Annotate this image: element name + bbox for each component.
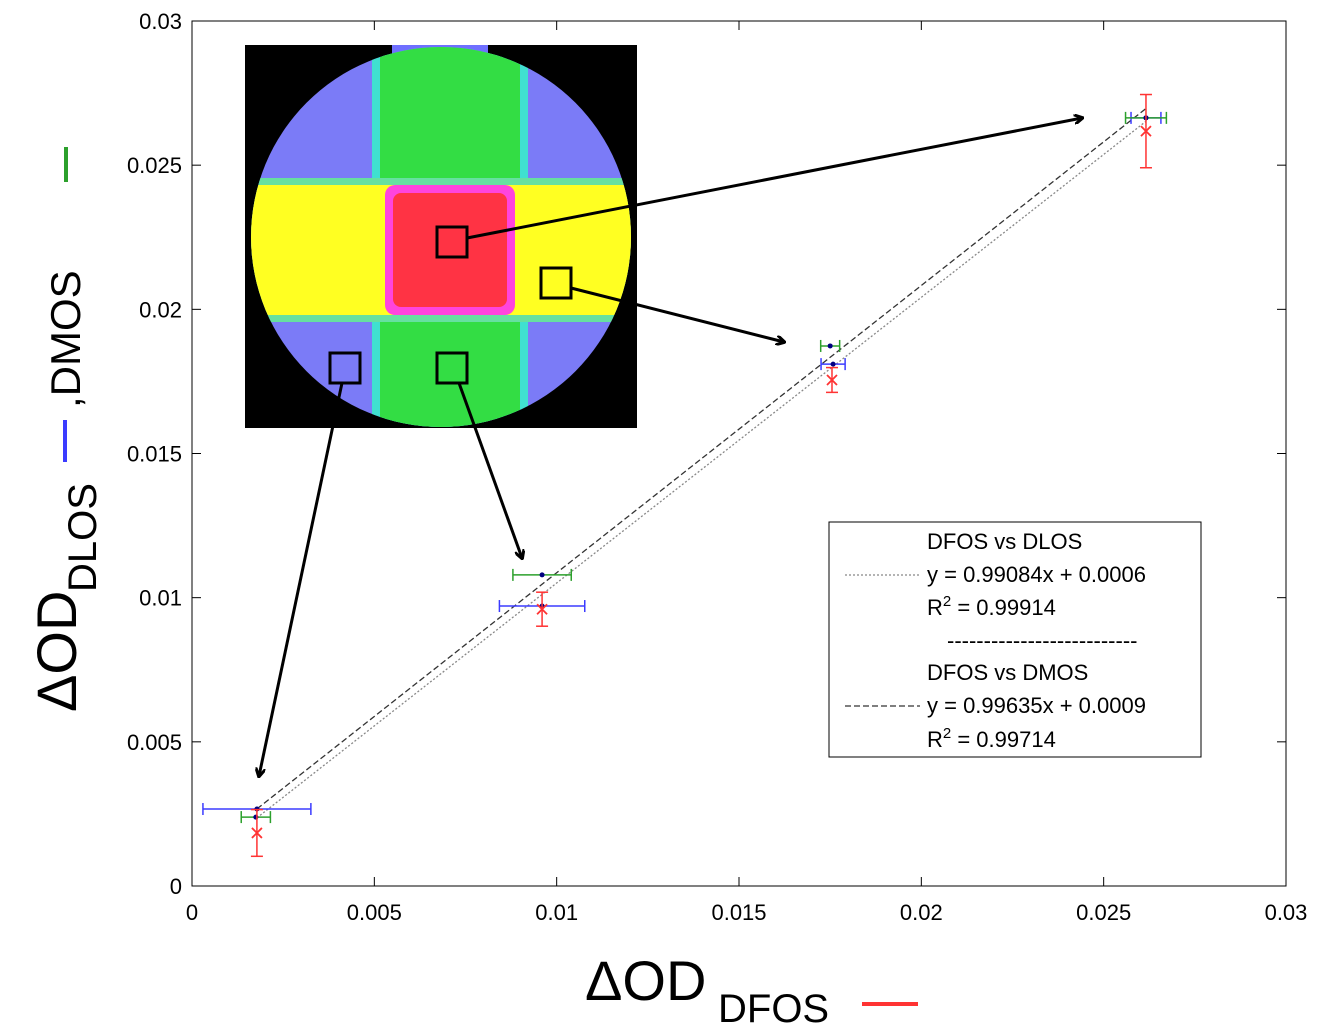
x-label: ΔOD [585, 949, 706, 1012]
point [826, 374, 838, 386]
x-tick-label: 0.025 [1076, 900, 1131, 925]
x-tick-label: 0.02 [900, 900, 943, 925]
point [1140, 125, 1152, 137]
y-label-subscript: DLOS [61, 483, 105, 592]
y-label-tail: ,DMOS [42, 270, 89, 408]
x-tick-label: 0.005 [347, 900, 402, 925]
y-tick-label: 0.02 [139, 297, 182, 322]
legend-title: DFOS vs DMOS [927, 660, 1088, 685]
point [827, 343, 833, 349]
point [539, 572, 545, 578]
y-tick-label: 0 [170, 874, 182, 899]
point [251, 827, 263, 839]
legend-r2: R2 = 0.99914 [927, 593, 1056, 620]
x-label-subscript: DFOS [718, 987, 829, 1029]
x-tick-label: 0 [186, 900, 198, 925]
y-tick-label: 0.03 [139, 9, 182, 34]
legend-separator: -------------------------- [947, 628, 1137, 653]
y-label: ΔOD [25, 591, 88, 712]
point [830, 361, 836, 367]
legend-equation: y = 0.99084x + 0.0006 [927, 562, 1146, 587]
x-axis-label: ΔOD DFOS [585, 949, 918, 1031]
legend-equation: y = 0.99635x + 0.0009 [927, 693, 1146, 718]
x-tick-label: 0.03 [1265, 900, 1308, 925]
legend-title: DFOS vs DLOS [927, 529, 1082, 554]
point [536, 603, 548, 615]
x-tick-label: 0.01 [535, 900, 578, 925]
y-tick-label: 0.015 [127, 442, 182, 467]
y-axis-label: ΔOD DLOS ,DMOS [25, 147, 105, 712]
x-tick-label: 0.015 [711, 900, 766, 925]
inset-image [245, 45, 637, 428]
y-tick-label: 0.025 [127, 153, 182, 178]
fit-line [256, 120, 1147, 819]
legend-r2: R2 = 0.99714 [927, 725, 1056, 752]
y-tick-label: 0.01 [139, 586, 182, 611]
y-tick-label: 0.005 [127, 730, 182, 755]
callouts [259, 118, 1082, 776]
legend: DFOS vs DLOS y = 0.99084x + 0.0006 R2 = … [828, 521, 1202, 758]
